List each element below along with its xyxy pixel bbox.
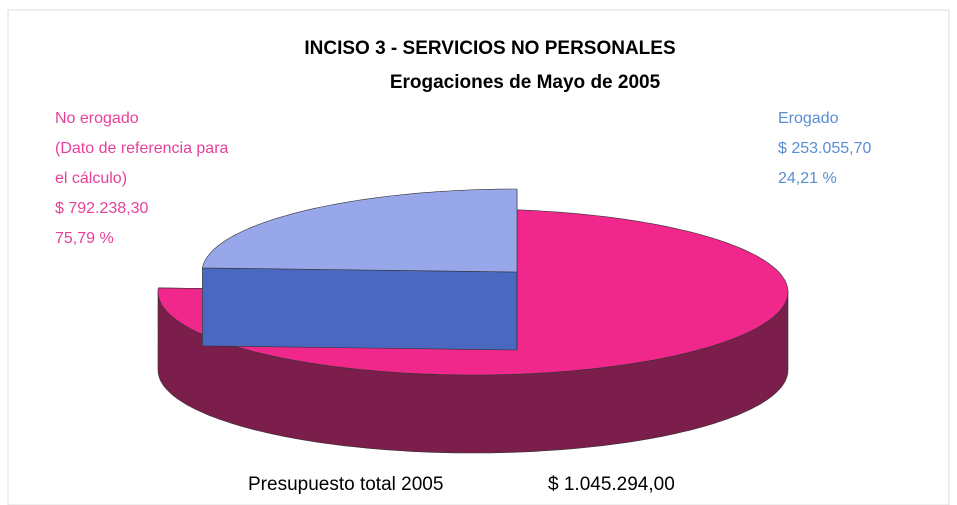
slice-label: Erogado $ 253.055,70 24,21 % xyxy=(778,104,948,194)
amount-label: $ 792.238,30 xyxy=(55,200,149,217)
value-label: 75,79 % xyxy=(55,230,114,247)
amount-label: $ 253.055,70 xyxy=(778,140,872,157)
category-label: Erogado xyxy=(778,110,839,127)
total-value: $ 1.045.294,00 xyxy=(548,474,675,495)
category-label: No erogado xyxy=(55,110,139,127)
slice xyxy=(202,188,518,273)
chart-subtitle: Erogaciones de Mayo de 2005 xyxy=(389,72,661,93)
total-text: Presupuesto total 2005 xyxy=(248,474,444,495)
slice-face xyxy=(202,267,518,351)
value-label: 24,21 % xyxy=(778,170,837,187)
frame xyxy=(7,9,950,505)
chart-title: INCISO 3 - SERVICIOS NO PERSONALES xyxy=(304,38,676,59)
slice-label: No erogado (Dato de referencia para el c… xyxy=(55,104,240,254)
annotation: (Dato de referencia para el cálculo) xyxy=(55,140,229,187)
